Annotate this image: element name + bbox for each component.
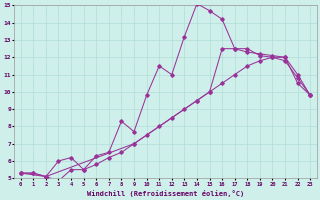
X-axis label: Windchill (Refroidissement éolien,°C): Windchill (Refroidissement éolien,°C)	[87, 190, 244, 197]
